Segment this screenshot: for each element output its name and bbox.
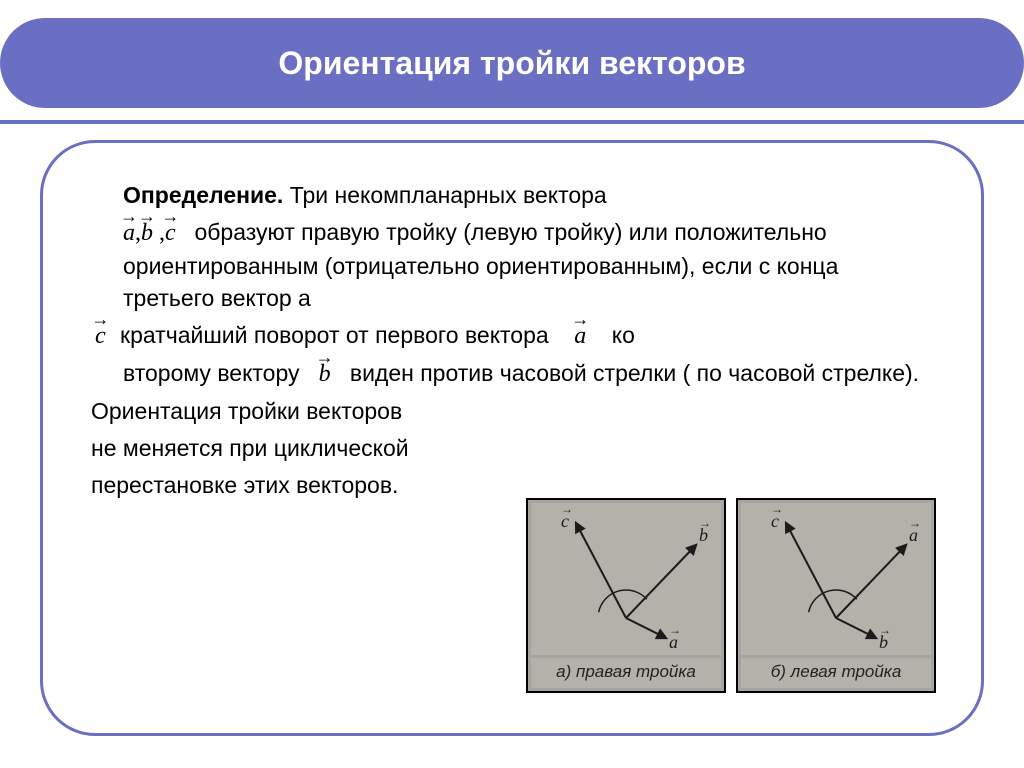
cap-b-text: левая тройка: [791, 662, 902, 681]
content-card: Определение. Три некомпланарных вектора …: [40, 140, 984, 736]
vec-a-inline: a: [574, 319, 586, 353]
vec-c: c: [165, 216, 176, 250]
def-line4-end: виден против часовой стрелки ( по часово…: [350, 360, 919, 386]
cap-a-prefix: а): [556, 662, 571, 681]
title-band: Ориентация тройки векторов: [0, 18, 1024, 108]
svg-text:a: a: [669, 632, 678, 652]
svg-text:b: b: [699, 525, 708, 545]
svg-text:c: c: [561, 511, 569, 531]
title-underline: [0, 120, 1024, 124]
vec-c-inline: c: [95, 319, 106, 353]
para2-l2: не меняется при циклической: [91, 432, 933, 465]
vec-b-inline: b: [319, 357, 331, 391]
def-line3-end: ко: [612, 322, 635, 348]
def-line2: образуют правую тройку (левую тройку) ил…: [123, 219, 838, 312]
para2-l3: перестановке этих векторов.: [91, 469, 933, 502]
vec-a: a: [123, 216, 135, 250]
cap-a-text: правая тройка: [576, 662, 696, 681]
page-title: Ориентация тройки векторов: [278, 45, 745, 82]
vec-b: b: [141, 216, 153, 250]
cap-b-prefix: б): [771, 662, 786, 681]
definition-text: Определение. Три некомпланарных вектора …: [91, 179, 933, 501]
panel-left-triple: →c→a→b б) левая тройка: [736, 498, 936, 693]
svg-text:c: c: [771, 511, 779, 531]
diagram-row: →c→b→a а) правая тройка →c→a→b б) левая …: [526, 498, 936, 693]
svg-text:a: a: [909, 525, 918, 545]
def-line1: Три некомпланарных вектора: [290, 182, 607, 208]
panel-right-triple: →c→b→a а) правая тройка: [526, 498, 726, 693]
def-line3-mid: кратчайший поворот от первого вектора: [120, 322, 549, 348]
para2-l1: Ориентация тройки векторов: [91, 395, 933, 428]
svg-text:b: b: [879, 632, 888, 652]
def-line4-start: второму вектору: [123, 360, 300, 386]
